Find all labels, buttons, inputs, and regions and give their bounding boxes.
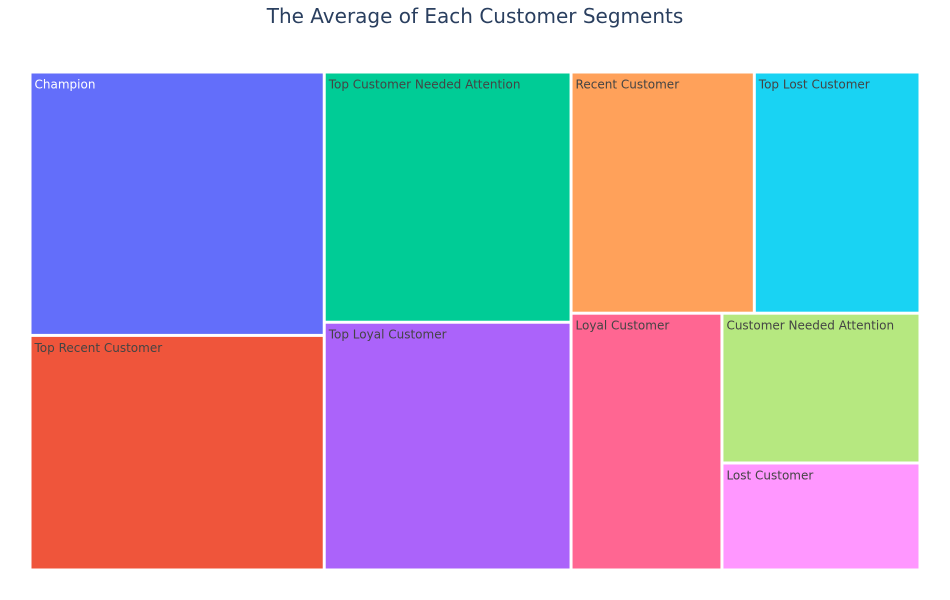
treemap-rect-customer-needed-attention[interactable] [723, 314, 919, 462]
treemap-label-recent-customer: Recent Customer [576, 78, 680, 92]
treemap-label-top-loyal-customer: Top Loyal Customer [328, 328, 447, 342]
treemap-tile-lost-customer[interactable]: Lost Customer [723, 464, 919, 569]
treemap-rect-top-customer-needed-attention[interactable] [325, 73, 570, 321]
treemap-tile-top-lost-customer[interactable]: Top Lost Customer [755, 73, 919, 312]
treemap-tile-champion[interactable]: Champion [31, 73, 323, 334]
treemap-label-champion: Champion [35, 78, 96, 92]
treemap-label-top-lost-customer: Top Lost Customer [758, 78, 870, 92]
treemap-tile-top-recent-customer[interactable]: Top Recent Customer [31, 336, 323, 569]
treemap-tile-loyal-customer[interactable]: Loyal Customer [572, 314, 721, 569]
treemap-label-top-customer-needed-attention: Top Customer Needed Attention [328, 78, 521, 92]
chart-title: The Average of Each Customer Segments [266, 4, 684, 28]
treemap-rect-top-lost-customer[interactable] [755, 73, 919, 312]
treemap-rect-lost-customer[interactable] [723, 464, 919, 569]
treemap-rect-top-loyal-customer[interactable] [325, 323, 570, 569]
treemap-label-loyal-customer: Loyal Customer [576, 319, 670, 333]
treemap-tile-customer-needed-attention[interactable]: Customer Needed Attention [723, 314, 919, 462]
treemap-rect-loyal-customer[interactable] [572, 314, 721, 569]
treemap-rect-top-recent-customer[interactable] [31, 336, 323, 569]
treemap-label-lost-customer: Lost Customer [726, 468, 813, 482]
treemap-tile-top-customer-needed-attention[interactable]: Top Customer Needed Attention [325, 73, 570, 321]
treemap-rect-champion[interactable] [31, 73, 323, 334]
treemap-label-top-recent-customer: Top Recent Customer [34, 341, 163, 355]
treemap-label-customer-needed-attention: Customer Needed Attention [726, 319, 894, 333]
treemap-rect-recent-customer[interactable] [572, 73, 753, 312]
treemap-tile-top-loyal-customer[interactable]: Top Loyal Customer [325, 323, 570, 569]
treemap-tile-recent-customer[interactable]: Recent Customer [572, 73, 753, 312]
